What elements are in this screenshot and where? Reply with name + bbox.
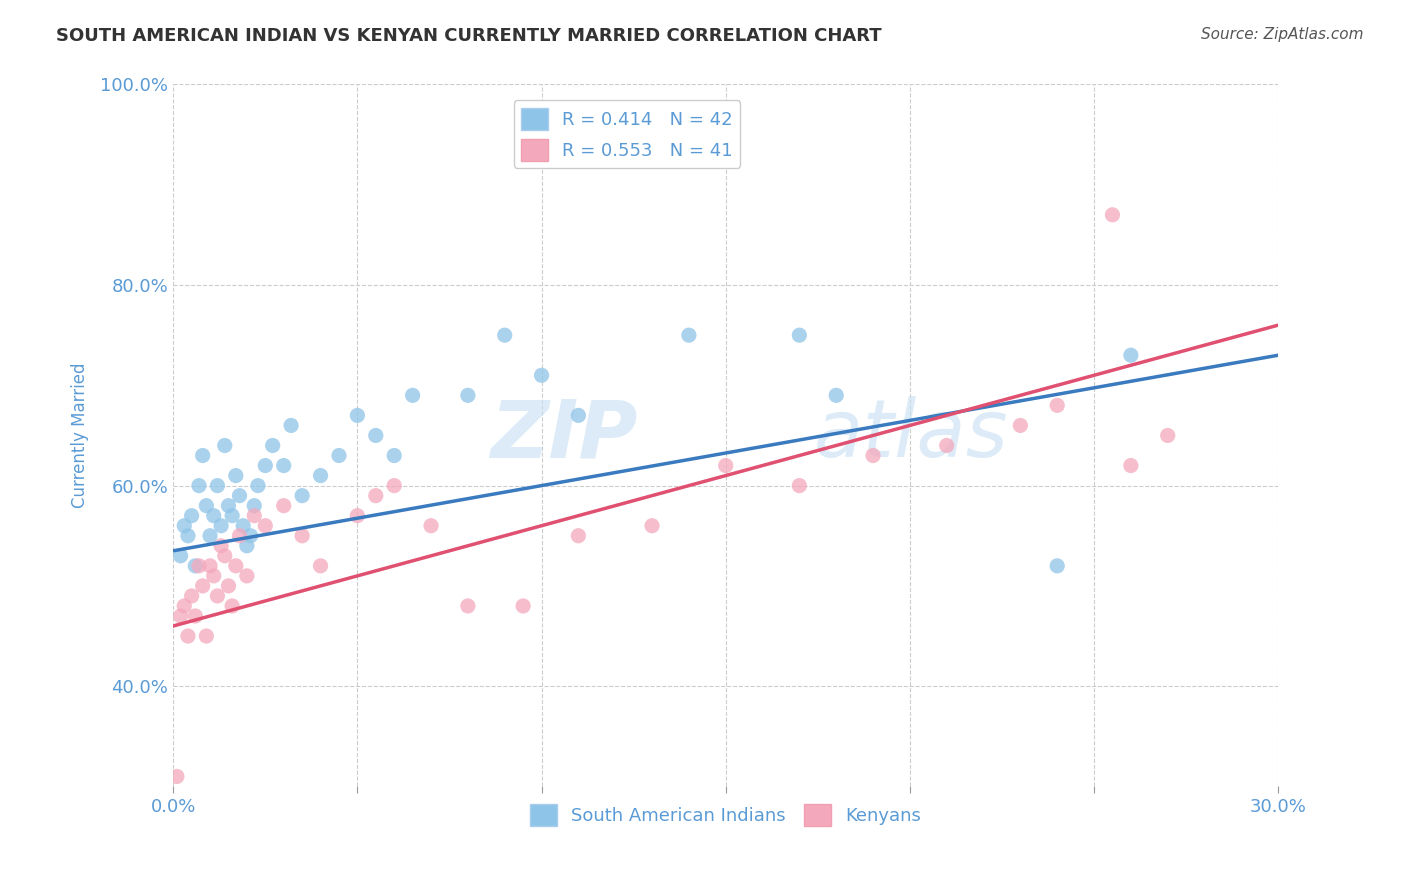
Point [217, 499, 239, 513]
Text: atlas: atlas [814, 396, 1010, 475]
Point [789, 478, 811, 492]
Point [232, 518, 254, 533]
Point [180, 589, 202, 603]
Point [364, 489, 387, 503]
Point [346, 508, 368, 523]
Point [177, 529, 200, 543]
Point [221, 599, 243, 613]
Point [209, 518, 232, 533]
Point [364, 428, 387, 442]
Point [457, 388, 479, 402]
Point [246, 478, 269, 492]
Point [328, 449, 350, 463]
Point [228, 489, 250, 503]
Point [1010, 418, 1032, 433]
Point [188, 558, 211, 573]
Point [254, 458, 277, 473]
Point [209, 539, 232, 553]
Point [169, 549, 191, 563]
Point [789, 328, 811, 343]
Point [239, 529, 262, 543]
Point [273, 499, 295, 513]
Point [202, 508, 225, 523]
Point [512, 599, 534, 613]
Point [173, 518, 195, 533]
Point [291, 529, 314, 543]
Point [207, 478, 229, 492]
Point [191, 579, 214, 593]
Point [382, 449, 405, 463]
Point [180, 508, 202, 523]
Point [228, 529, 250, 543]
Point [214, 549, 236, 563]
Text: ZIP: ZIP [489, 396, 637, 475]
Text: SOUTH AMERICAN INDIAN VS KENYAN CURRENTLY MARRIED CORRELATION CHART: SOUTH AMERICAN INDIAN VS KENYAN CURRENTL… [56, 27, 882, 45]
Point [382, 478, 405, 492]
Point [177, 629, 200, 643]
Point [641, 518, 664, 533]
Point [262, 438, 284, 452]
Point [309, 558, 332, 573]
Point [221, 508, 243, 523]
Point [494, 328, 516, 343]
Point [567, 529, 589, 543]
Point [202, 569, 225, 583]
Point [254, 518, 277, 533]
Point [243, 499, 266, 513]
Point [1119, 348, 1142, 362]
Point [420, 518, 443, 533]
Point [198, 529, 221, 543]
Point [191, 449, 214, 463]
Point [1101, 208, 1123, 222]
Point [401, 388, 423, 402]
Point [291, 489, 314, 503]
Point [1046, 398, 1069, 412]
Point [862, 449, 884, 463]
Point [1119, 458, 1142, 473]
Point [273, 458, 295, 473]
Point [714, 458, 737, 473]
Point [825, 388, 848, 402]
Text: Source: ZipAtlas.com: Source: ZipAtlas.com [1201, 27, 1364, 42]
Point [195, 629, 218, 643]
Point [243, 508, 266, 523]
Point [166, 769, 188, 783]
Point [280, 418, 302, 433]
Point [567, 409, 589, 423]
Point [184, 558, 207, 573]
Point [214, 438, 236, 452]
Point [678, 328, 700, 343]
Point [188, 478, 211, 492]
Point [225, 468, 247, 483]
Point [236, 539, 259, 553]
Point [207, 589, 229, 603]
Point [173, 599, 195, 613]
Point [1046, 558, 1069, 573]
Y-axis label: Currently Married: Currently Married [72, 363, 89, 508]
Point [236, 569, 259, 583]
Point [457, 599, 479, 613]
Point [184, 609, 207, 624]
Point [530, 368, 553, 383]
Point [217, 579, 239, 593]
Point [225, 558, 247, 573]
Point [195, 499, 218, 513]
Point [198, 558, 221, 573]
Point [169, 609, 191, 624]
Point [935, 438, 957, 452]
Legend: South American Indians, Kenyans: South American Indians, Kenyans [523, 797, 929, 834]
Point [346, 409, 368, 423]
Point [309, 468, 332, 483]
Point [1157, 428, 1180, 442]
